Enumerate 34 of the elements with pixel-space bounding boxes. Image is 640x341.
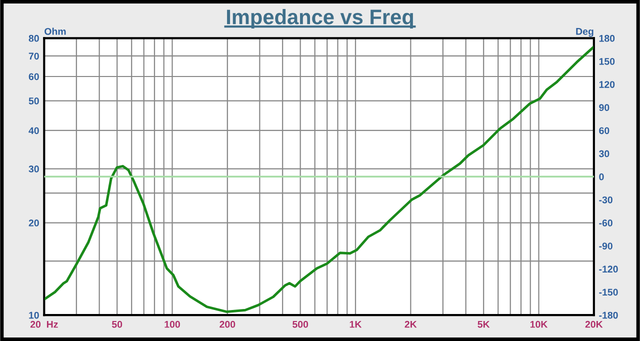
- y-tick-label: 80: [28, 34, 39, 42]
- y2-tick-label: 30: [599, 150, 610, 158]
- x-tick-label: 200: [220, 320, 236, 328]
- x-tick-label: 20 Hz: [30, 320, 58, 328]
- y2-tick-label: 60: [599, 127, 610, 134]
- x-tick-label: 10K: [530, 320, 548, 328]
- y-tick-label: 70: [28, 52, 39, 60]
- y-tick-label: 20: [28, 220, 39, 226]
- y2-tick-label: -150: [599, 288, 618, 296]
- y2-axis-title: Deg: [576, 28, 594, 37]
- y-axis-title: Ohm: [44, 28, 66, 35]
- x-tick-label: 100: [164, 320, 180, 328]
- y2-tick-label: -30: [599, 196, 612, 204]
- y2-tick-label: 90: [599, 104, 610, 112]
- y2-tick-label: 0: [599, 173, 604, 180]
- y-tick-label: 50: [28, 98, 39, 104]
- x-tick-label: 5K: [478, 320, 490, 328]
- chart-title: Impedance vs Freq: [227, 9, 413, 28]
- y2-tick-label: 180: [599, 34, 615, 42]
- y2-tick-label: -60: [599, 220, 612, 226]
- x-tick-label: 20K: [585, 320, 603, 328]
- y2-tick-label: -90: [599, 242, 612, 250]
- y-tick-label: 10: [29, 312, 39, 319]
- y-tick-label: 30: [28, 166, 39, 172]
- y2-tick-label: 120: [599, 81, 615, 88]
- y2-tick-label: -180: [599, 312, 618, 319]
- y2-tick-label: 150: [599, 58, 615, 65]
- y-tick-label: 60: [28, 73, 39, 80]
- x-tick-label: 1K: [350, 320, 362, 328]
- x-tick-label: 50: [112, 320, 122, 328]
- x-tick-label: 500: [292, 320, 308, 328]
- y2-tick-label: -120: [599, 266, 618, 273]
- y-tick-label: 40: [28, 127, 39, 134]
- x-tick-label: 2K: [404, 320, 417, 328]
